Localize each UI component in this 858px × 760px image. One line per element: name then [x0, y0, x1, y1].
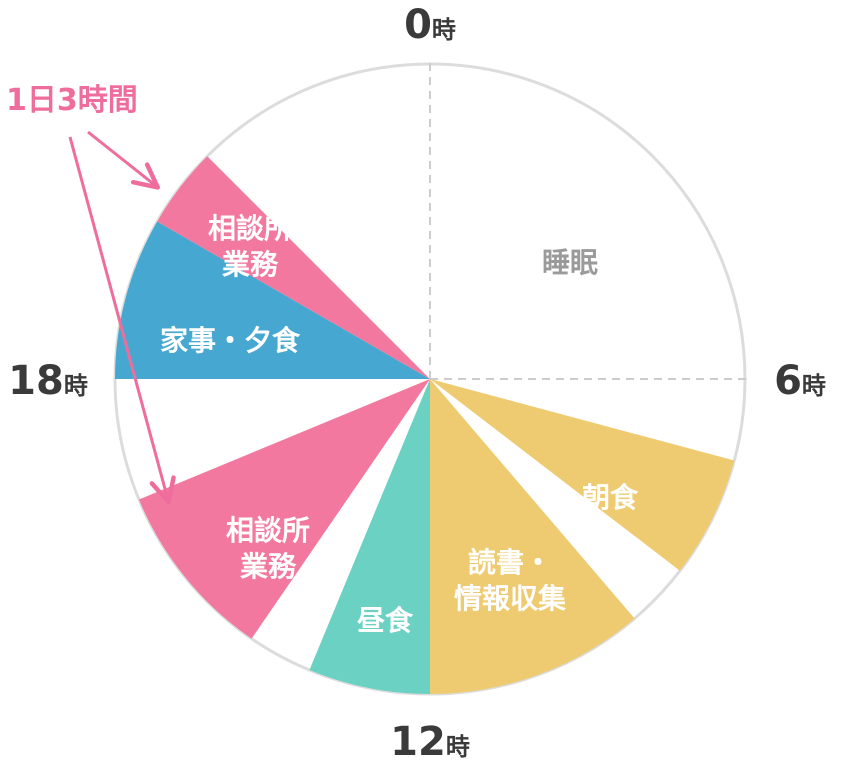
- hour-marker-18: 18時: [8, 358, 88, 404]
- hour-marker-12-unit: 時: [446, 733, 470, 760]
- annotation-arrow-upper: [87, 130, 161, 190]
- pie-slice-9: [157, 156, 430, 379]
- slice-label-6-line-1: 業務: [240, 550, 297, 583]
- slice-label-9: 相談所業務: [208, 212, 292, 281]
- slice-label-3-line-1: 情報収集: [454, 582, 566, 615]
- pie-slice-3: [430, 379, 635, 695]
- hour-marker-0: 0時: [404, 2, 456, 48]
- slice-label-3-line-0: 読書・: [468, 546, 552, 579]
- hour-marker-6-number: 6: [774, 358, 802, 404]
- slice-label-6-line-0: 相談所: [226, 514, 310, 547]
- hour-marker-0-unit: 時: [432, 16, 456, 44]
- slice-label-9-line-0: 相談所: [208, 212, 292, 245]
- slice-label-0-line-0: 睡眠: [542, 246, 598, 279]
- hour-marker-6: 6時: [774, 358, 826, 404]
- pie-slice-8: [115, 221, 430, 379]
- annotation-arrow-lower: [68, 136, 176, 505]
- slice-label-1-line-0: 朝食: [582, 481, 639, 514]
- slice-label-8: 家事・夕食: [160, 324, 301, 357]
- pie-slice-1: [430, 379, 735, 571]
- slice-label-3: 読書・情報収集: [454, 546, 566, 615]
- pie-slice-6: [138, 379, 431, 639]
- hour-marker-18-number: 18: [8, 358, 64, 404]
- hour-marker-12: 12時: [390, 719, 470, 760]
- slice-label-6: 相談所業務: [226, 514, 310, 583]
- slice-label-9-line-1: 業務: [222, 248, 279, 281]
- hour-marker-0-number: 0: [404, 2, 432, 48]
- slice-label-0: 睡眠: [542, 246, 598, 279]
- hour-marker-12-number: 12: [390, 719, 446, 760]
- pie-slice-4: [309, 379, 430, 694]
- slice-label-4: 昼食: [357, 604, 414, 637]
- hour-marker-18-unit: 時: [64, 372, 88, 400]
- slice-label-1: 朝食: [582, 481, 639, 514]
- hour-marker-6-unit: 時: [802, 372, 826, 400]
- annotation-label: 1日3時間: [6, 83, 138, 118]
- slice-label-8-line-0: 家事・夕食: [160, 324, 301, 357]
- slice-label-4-line-0: 昼食: [357, 604, 414, 637]
- segments: [115, 156, 735, 695]
